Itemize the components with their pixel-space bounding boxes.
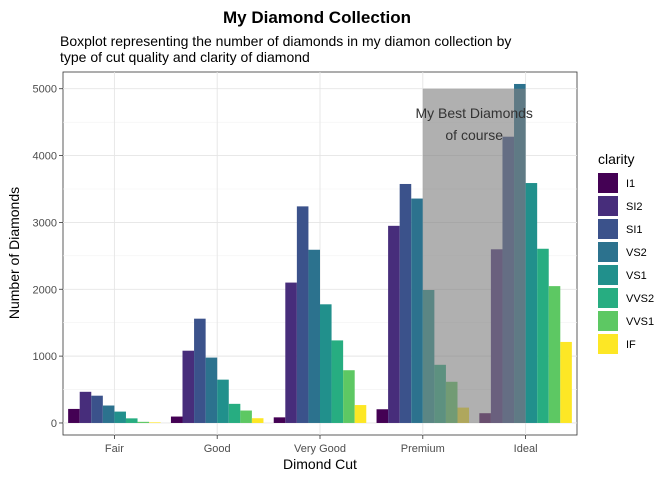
bar-i1-fair: [68, 408, 80, 423]
annotation-text-line-1: My Best Diamonds: [415, 105, 532, 121]
bar-if-very-good: [354, 405, 367, 423]
bar-if-fair: [149, 422, 161, 423]
legend-key-vs1: [598, 265, 618, 285]
legend-label-vs1: VS1: [626, 270, 647, 282]
annotation: My Best Diamonds of course: [415, 88, 533, 423]
bar-si2-premium: [388, 225, 400, 423]
bar-vvs1-very-good: [343, 370, 355, 423]
bar-vvs1-ideal: [548, 286, 561, 423]
bar-i1-good: [170, 416, 183, 423]
bar-vs2-fair: [102, 405, 115, 423]
bar-si2-very-good: [285, 282, 297, 423]
bar-vs1-good: [217, 379, 229, 423]
bar-si2-fair: [79, 391, 92, 423]
chart-subtitle-line-2: type of cut quality and clarity of diamo…: [60, 49, 310, 65]
bar-vvs2-ideal: [537, 248, 549, 423]
legend: clarity I1 SI2 SI1 VS2 VS1 VVS2 VVS1 IF: [598, 151, 654, 354]
bar-si1-very-good: [296, 206, 309, 423]
legend-key-vvs1: [598, 311, 618, 331]
legend-key-i1: [598, 173, 618, 193]
chart-title: My Diamond Collection: [223, 8, 411, 27]
bar-vvs1-good: [240, 410, 252, 423]
x-tick-label: Good: [204, 443, 231, 455]
legend-key-si1: [598, 219, 618, 239]
bar-vvs2-fair: [125, 418, 138, 423]
highlight-region: [422, 88, 526, 423]
bar-vvs2-good: [228, 403, 241, 423]
legend-key-vs2: [598, 242, 618, 262]
bar-vvs1-fair: [137, 421, 150, 423]
bar-vs2-premium: [411, 198, 423, 423]
bar-if-good: [251, 418, 264, 423]
x-tick-label: Ideal: [514, 443, 538, 455]
legend-key-si2: [598, 196, 618, 216]
bar-i1-very-good: [273, 417, 286, 423]
y-tick-label: 2000: [33, 284, 57, 296]
legend-label-si1: SI1: [626, 224, 643, 236]
bar-vvs2-very-good: [331, 340, 344, 423]
chart-subtitle-line-1: Boxplot representing the number of diamo…: [60, 33, 511, 49]
legend-label-i1: I1: [626, 178, 635, 190]
bar-vs1-very-good: [320, 304, 332, 423]
x-tick-label: Very Good: [294, 443, 346, 455]
legend-key-if: [598, 334, 618, 354]
legend-key-vvs2: [598, 288, 618, 308]
legend-title: clarity: [598, 151, 635, 167]
legend-label-si2: SI2: [626, 201, 643, 213]
legend-label-if: IF: [626, 339, 636, 351]
bar-si1-good: [194, 318, 206, 423]
x-tick-label: Premium: [401, 443, 445, 455]
y-tick-label: 3000: [33, 217, 57, 229]
bar-si2-good: [182, 350, 195, 423]
y-axis-title: Number of Diamonds: [6, 187, 22, 319]
x-axis-title: Dimond Cut: [283, 456, 357, 472]
bar-if-ideal: [560, 341, 572, 423]
y-tick-label: 0: [51, 418, 57, 430]
y-tick-label: 4000: [33, 151, 57, 163]
bar-vs1-fair: [114, 411, 126, 423]
bar-i1-premium: [376, 409, 389, 423]
annotation-text-line-2: of course: [445, 127, 503, 143]
bar-si1-fair: [91, 395, 103, 423]
bar-vs2-very-good: [308, 249, 320, 423]
bar-vs2-good: [205, 357, 218, 423]
y-axis: 0 1000 2000 3000 4000 5000: [33, 84, 63, 430]
bar-si1-premium: [399, 183, 412, 423]
y-tick-label: 1000: [33, 351, 57, 363]
y-tick-label: 5000: [33, 84, 57, 96]
x-tick-label: Fair: [105, 443, 124, 455]
bar-vs1-ideal: [525, 183, 538, 423]
legend-label-vs2: VS2: [626, 247, 647, 259]
legend-label-vvs2: VVS2: [626, 293, 654, 305]
x-axis: Fair Good Very Good Premium Ideal: [105, 435, 538, 455]
legend-label-vvs1: VVS1: [626, 316, 654, 328]
